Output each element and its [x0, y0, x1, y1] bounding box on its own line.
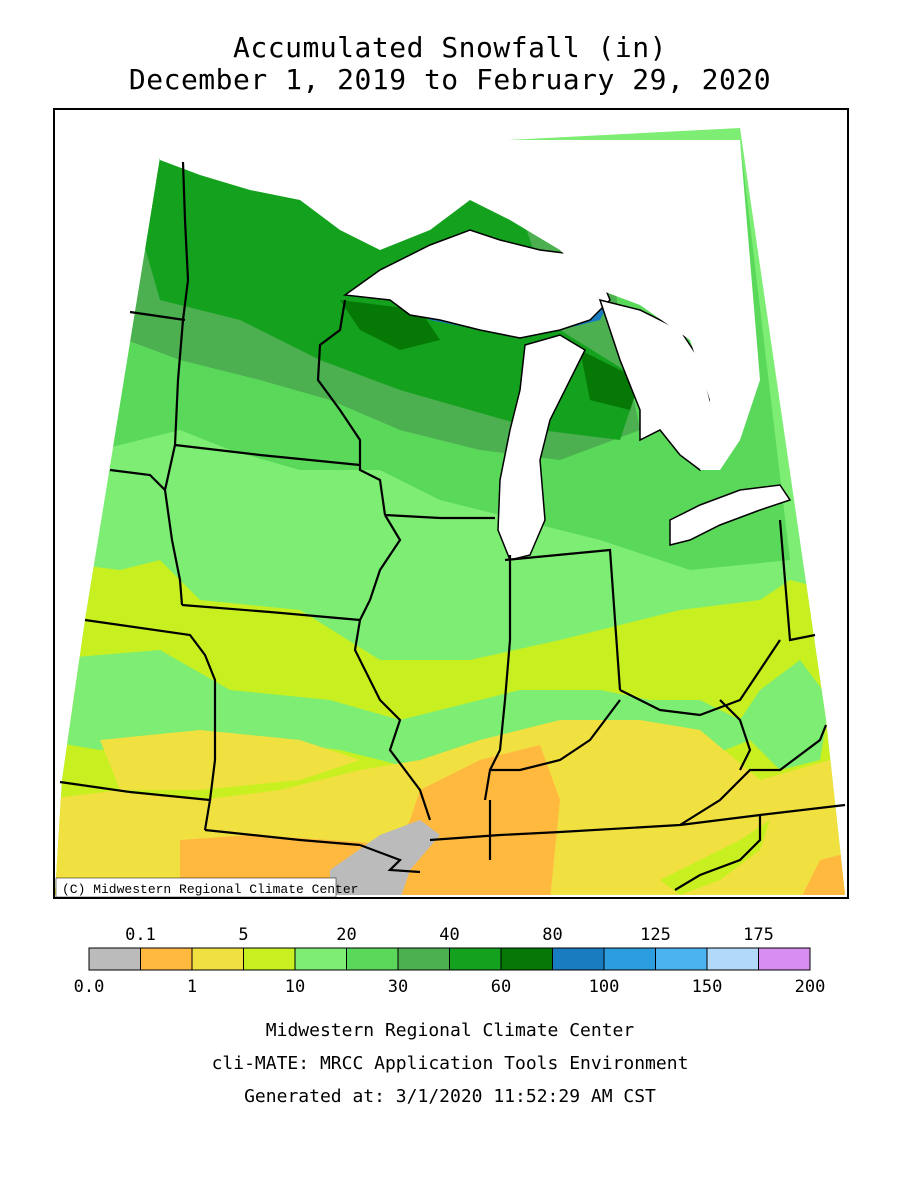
contour-0.1-1 [390, 745, 560, 895]
legend-bin [294, 947, 347, 971]
legend-bottom-label: 60 [491, 977, 511, 997]
legend-bin [500, 947, 553, 971]
color-legend: 0.1 5 20 40 80 125 175 0.0 1 10 30 60 100 150 200 [74, 925, 826, 997]
lake-erie [669, 484, 792, 546]
legend-bin [655, 947, 708, 971]
lake-superior [342, 229, 611, 339]
legend-bins [88, 947, 811, 971]
legend-top-label: 175 [743, 925, 774, 945]
map-title: Accumulated Snowfall (in) [233, 31, 667, 64]
snowfall-contours [55, 128, 846, 895]
legend-bin [552, 947, 605, 971]
legend-bottom-label: 100 [589, 977, 620, 997]
legend-bin [191, 947, 244, 971]
footer-generated: Generated at: 3/1/2020 11:52:29 AM CST [244, 1086, 656, 1107]
legend-bin [346, 947, 399, 971]
legend-top-labels: 0.1 5 20 40 80 125 175 [125, 925, 774, 945]
legend-bin [140, 947, 193, 971]
state-boundaries [59, 161, 846, 891]
legend-top-label: 40 [439, 925, 459, 945]
copyright-text: (C) Midwestern Regional Climate Center [62, 882, 358, 897]
contour-0-0.1 [330, 820, 440, 895]
legend-top-label: 0.1 [125, 925, 156, 945]
canada-area [160, 140, 760, 470]
legend-bin [603, 947, 656, 971]
legend-bottom-label: 200 [795, 977, 826, 997]
legend-bin [397, 947, 450, 971]
map-date-range: December 1, 2019 to February 29, 2020 [128, 63, 772, 96]
legend-bin [758, 947, 811, 971]
legend-bottom-label: 10 [285, 977, 305, 997]
legend-bottom-label: 1 [187, 977, 197, 997]
great-lakes [342, 229, 792, 561]
legend-bin [88, 947, 141, 971]
legend-bin [449, 947, 502, 971]
legend-top-label: 5 [238, 925, 248, 945]
legend-bin [243, 947, 296, 971]
legend-top-label: 125 [640, 925, 671, 945]
legend-bin [706, 947, 759, 971]
lake-michigan [497, 334, 586, 561]
footer-organization: Midwestern Regional Climate Center [265, 1020, 635, 1041]
legend-bottom-label: 150 [692, 977, 723, 997]
map-frame [53, 108, 849, 899]
copyright-box [55, 877, 337, 898]
legend-bottom-label: 30 [388, 977, 408, 997]
legend-bottom-label: 0.0 [74, 977, 105, 997]
snowfall-map: (C) Midwestern Regional Climate Center [53, 108, 849, 899]
legend-top-label: 80 [542, 925, 562, 945]
legend-bottom-labels: 0.0 1 10 30 60 100 150 200 [74, 977, 826, 997]
footer-tool: cli-MATE: MRCC Application Tools Environ… [211, 1053, 689, 1074]
legend-top-label: 20 [336, 925, 356, 945]
